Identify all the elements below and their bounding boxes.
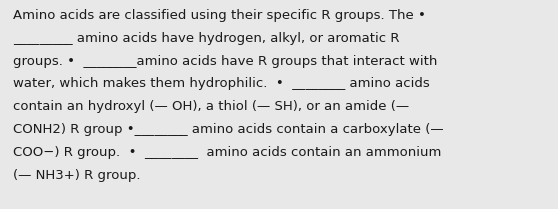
Text: (— NH3+) R group.: (— NH3+) R group. [13,169,141,182]
Text: water, which makes them hydrophilic.  •  ________ amino acids: water, which makes them hydrophilic. • _… [13,77,430,90]
Text: CONH2) R group •________ amino acids contain a carboxylate (—: CONH2) R group •________ amino acids con… [13,123,444,136]
Text: Amino acids are classified using their specific R groups. The •: Amino acids are classified using their s… [13,9,426,22]
Text: contain an hydroxyl (— OH), a thiol (— SH), or an amide (—: contain an hydroxyl (— OH), a thiol (— S… [13,100,409,113]
Text: _________ amino acids have hydrogen, alkyl, or aromatic R: _________ amino acids have hydrogen, alk… [13,32,400,45]
Text: groups. •  ________amino acids have R groups that interact with: groups. • ________amino acids have R gro… [13,55,437,68]
Text: COO−) R group.  •  ________  amino acids contain an ammonium: COO−) R group. • ________ amino acids co… [13,146,441,159]
